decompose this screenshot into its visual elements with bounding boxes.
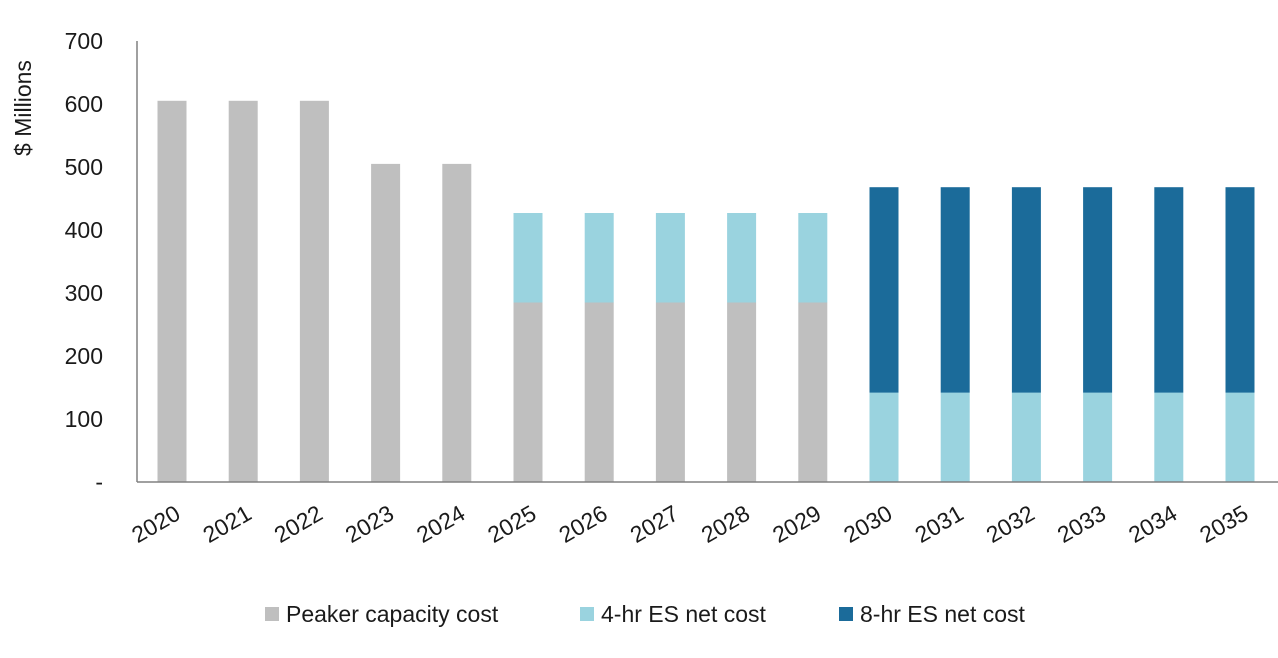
bar-2027-series-2 [655,213,685,303]
bar-2027-series-1 [655,302,685,482]
x-tick-label: 2029 [768,500,825,548]
x-tick-label: 2027 [626,500,683,548]
x-tick-label: 2022 [270,500,327,548]
bar-2035-series-2 [1225,392,1255,482]
bar-2033-series-3 [1083,187,1113,393]
axes-group [136,41,1278,483]
bars-group [157,100,1255,483]
bar-2025-series-1 [513,302,543,482]
legend-label: 8-hr ES net cost [860,601,1026,627]
y-axis-label: $ Millions [10,60,36,156]
bar-2028-series-1 [727,302,757,482]
y-tick-label: 100 [65,406,103,432]
x-tick-label: 2024 [412,500,469,548]
bar-2035-series-3 [1225,187,1255,393]
legend-swatch [839,607,853,621]
x-tick-label: 2020 [127,500,184,548]
x-tick-label: 2023 [341,500,398,548]
x-tick-label: 2034 [1124,500,1181,548]
y-tick-label: 300 [65,280,103,306]
y-tick-label: 600 [65,91,103,117]
bar-2029-series-2 [798,213,828,303]
bar-2032-series-2 [1011,392,1041,482]
bar-2024-series-1 [442,163,472,482]
bar-2020-series-1 [157,100,187,483]
bar-2028-series-2 [727,213,757,303]
bar-2034-series-2 [1154,392,1184,482]
y-tick-labels: - 100 200 300 400 500 600 700 [65,28,103,495]
bar-2030-series-2 [869,392,899,482]
legend-label: 4-hr ES net cost [601,601,767,627]
x-tick-label: 2035 [1195,500,1252,548]
bar-2026-series-1 [584,302,614,482]
y-tick-label: 700 [65,28,103,54]
x-tick-label: 2026 [554,500,611,548]
bar-2031-series-3 [940,187,970,393]
x-tick-label: 2021 [198,500,255,548]
x-tick-label: 2025 [483,500,540,548]
x-tick-label: 2032 [982,500,1039,548]
legend-swatch [265,607,279,621]
x-tick-label: 2030 [839,500,896,548]
bar-2029-series-1 [798,302,828,482]
bar-2021-series-1 [228,100,258,483]
bar-2025-series-2 [513,213,543,303]
bar-2022-series-1 [299,100,329,483]
bar-2030-series-3 [869,187,899,393]
x-tick-labels: 2020 2021 2022 2023 2024 2025 2026 2027 2028 2029… [127,500,1252,548]
legend-swatch [580,607,594,621]
x-tick-label: 2033 [1053,500,1110,548]
y-tick-label: - [95,469,103,495]
y-tick-label: 200 [65,343,103,369]
bar-2034-series-3 [1154,187,1184,393]
bar-2026-series-2 [584,213,614,303]
bar-2033-series-2 [1083,392,1113,482]
bar-2032-series-3 [1011,187,1041,393]
bar-2023-series-1 [371,163,401,482]
x-tick-label: 2031 [910,500,967,548]
x-tick-label: 2028 [697,500,754,548]
legend-label: Peaker capacity cost [286,601,499,627]
bar-2031-series-2 [940,392,970,482]
y-tick-label: 400 [65,217,103,243]
legend: Peaker capacity cost 4-hr ES net cost 8-hr… [265,601,1026,627]
y-tick-label: 500 [65,154,103,180]
